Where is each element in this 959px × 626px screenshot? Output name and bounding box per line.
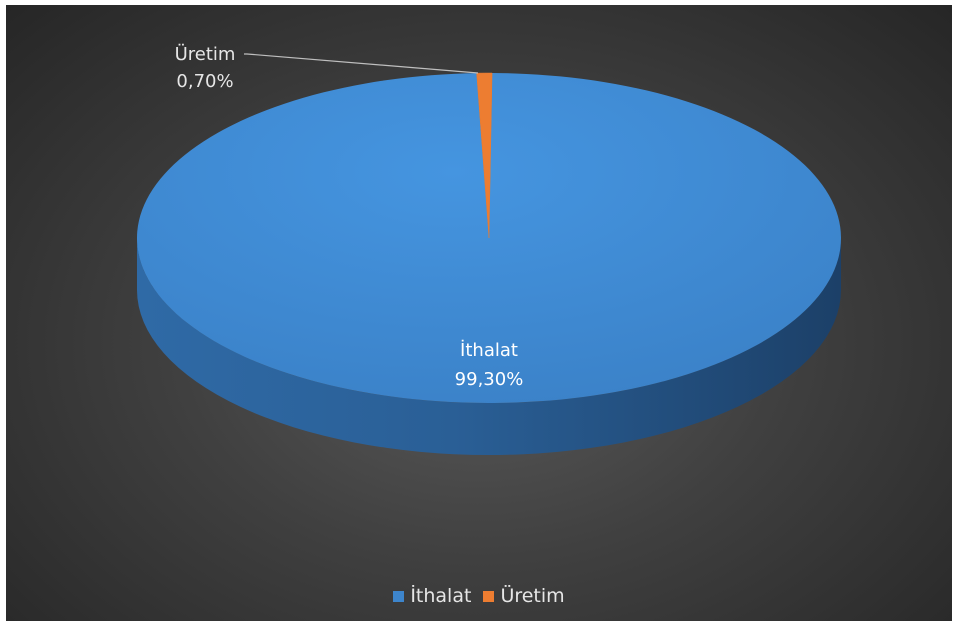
legend-swatch-ithalat [393,590,405,602]
chart-area: İthalat 99,30% Üretim 0,70% İthalat Üretim [6,5,952,621]
legend: İthalat Üretim [6,583,952,609]
pie-chart: İthalat 99,30% Üretim 0,70% [136,43,841,455]
data-label-uretim-value: 0,70% [176,71,233,92]
legend-label-uretim: Üretim [500,585,565,607]
legend-item-uretim[interactable]: Üretim [483,585,565,607]
data-label-ithalat-name: İthalat [460,340,518,361]
data-label-ithalat-value: 99,30% [455,369,524,390]
legend-label-ithalat: İthalat [410,585,472,607]
data-label-uretim-name: Üretim [175,43,236,65]
pie-side-wall [137,238,841,455]
legend-item-ithalat[interactable]: İthalat [393,585,471,607]
leader-line-uretim [244,53,479,74]
legend-swatch-uretim [483,590,495,602]
